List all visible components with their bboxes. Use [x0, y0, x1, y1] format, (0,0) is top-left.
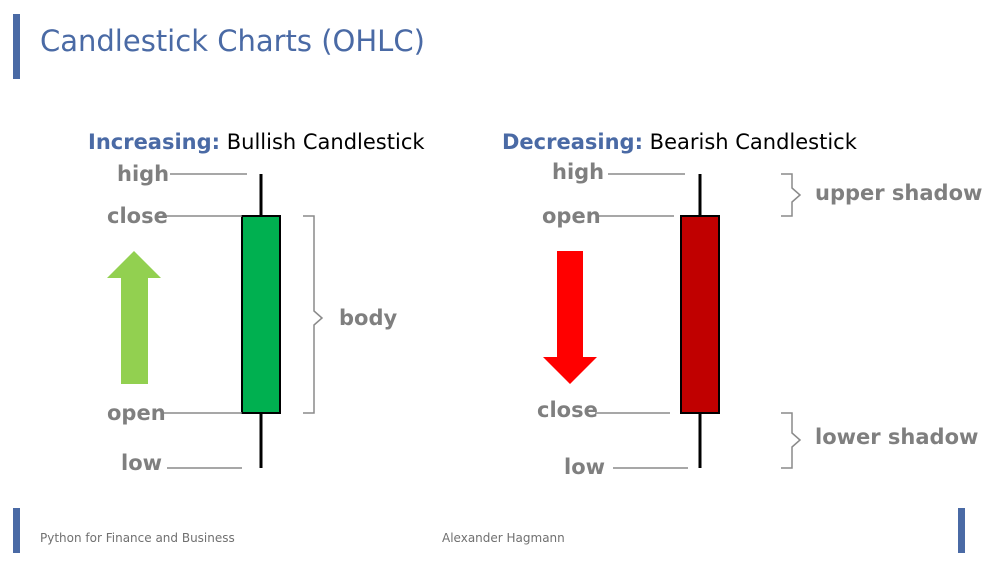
- bullish-candle-body: [241, 215, 281, 414]
- body-bracket: [303, 215, 324, 414]
- upper-shadow-label: upper shadow: [815, 181, 983, 205]
- bearish-low-label: low: [564, 455, 606, 479]
- footer-author: Alexander Hagmann: [442, 531, 565, 545]
- footer-course-title: Python for Finance and Business: [40, 531, 235, 545]
- bullish-low-label: low: [121, 451, 163, 475]
- footer-right-accent-bar: [958, 508, 965, 553]
- bullish-heading-text: Bullish Candlestick: [220, 130, 425, 154]
- title-accent-bar: [13, 14, 20, 79]
- bullish-high-label: high: [117, 162, 170, 186]
- up-arrow: [107, 251, 161, 384]
- bullish-candle: [241, 174, 281, 468]
- bullish-close-label: close: [107, 204, 168, 228]
- body-label: body: [339, 306, 398, 330]
- lower-shadow-bracket: [781, 412, 802, 469]
- bearish-heading: Decreasing: Bearish Candlestick: [502, 130, 857, 154]
- bearish-open-label: open: [542, 204, 601, 228]
- bearish-candle: [680, 174, 720, 468]
- down-arrow: [543, 251, 597, 384]
- upper-shadow-bracket: [781, 173, 802, 217]
- bearish-high-label: high: [552, 160, 605, 184]
- bearish-keyword: Decreasing:: [502, 130, 643, 154]
- bearish-heading-text: Bearish Candlestick: [642, 130, 857, 154]
- bullish-heading: Increasing: Bullish Candlestick: [88, 130, 425, 154]
- bullish-open-label: open: [107, 401, 166, 425]
- bearish-close-label: close: [537, 398, 598, 422]
- footer-left-accent-bar: [13, 508, 20, 553]
- page-title: Candlestick Charts (OHLC): [40, 24, 425, 58]
- bearish-candle-body: [680, 215, 720, 414]
- bullish-keyword: Increasing:: [88, 130, 221, 154]
- lower-shadow-label: lower shadow: [815, 425, 979, 449]
